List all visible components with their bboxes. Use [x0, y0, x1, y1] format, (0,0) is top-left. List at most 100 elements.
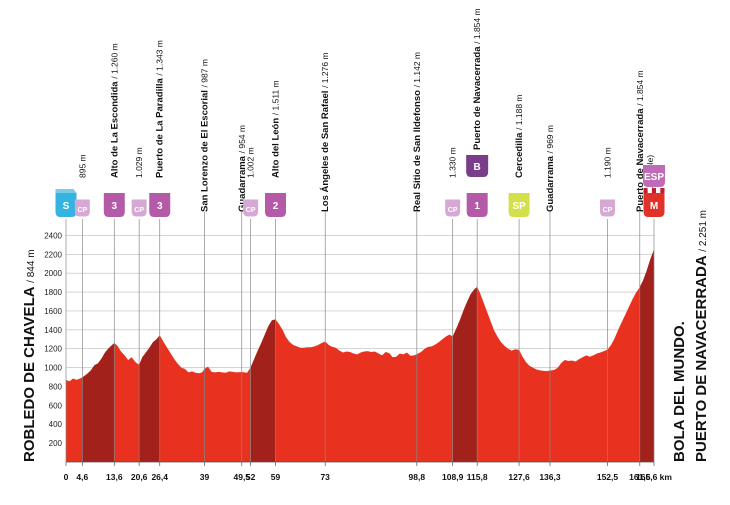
waypoint-altitude: / 1.188 m: [514, 95, 524, 130]
category-badge: [103, 193, 125, 217]
waypoint-altitude: / 1.276 m: [320, 52, 330, 87]
waypoint-label: Cercedilla / 1.188 m: [514, 95, 525, 179]
waypoint-label: Real Sitio de San Ildefonso / 1.142 m: [412, 52, 423, 212]
waypoint-name: Alto de La Escondida: [109, 79, 120, 178]
x-tick-label: 136,3: [539, 472, 561, 482]
x-tick-label: 20,6: [131, 472, 148, 482]
waypoint-altitude: / 1.260 m: [109, 43, 119, 78]
waypoint-badges: S CP 3 CP 3 CP 2 CP 1 B SP CP M ESP: [55, 155, 665, 217]
waypoint-label: 895 m: [77, 154, 87, 178]
climb-segment: [452, 286, 478, 462]
x-tick-label: 0: [64, 472, 69, 482]
category-badge: [599, 199, 615, 217]
finish-checker: [643, 188, 648, 193]
waypoint-label: 1.190 m: [602, 147, 612, 178]
waypoint-altitude: / 1.854 m: [635, 70, 645, 105]
x-tick-label: 98,8: [409, 472, 426, 482]
category-badge: [508, 193, 530, 217]
y-tick-label: 1200: [44, 345, 62, 354]
x-tick-label: 39: [200, 472, 210, 482]
badge-label: CP: [134, 207, 144, 214]
y-tick-label: 2400: [44, 231, 62, 240]
badge-label: CP: [603, 207, 613, 214]
extra-badge: [466, 155, 489, 177]
x-tick-label: 165,6 km: [636, 472, 672, 482]
waypoint-name: Puerto de La Paradilla: [155, 76, 166, 178]
axes: 0 4,6 13,6 20,6 26,4 39 49,552 59 73 98,8 108,9 115…: [64, 461, 672, 482]
waypoint-label: Los Ángeles de San Rafael / 1.276 m: [320, 52, 331, 212]
x-tick-label: 161,6: [629, 472, 651, 482]
waypoint-altitude: / 1.142 m: [412, 52, 422, 87]
category-badge: [74, 199, 90, 217]
finish-checker: [651, 188, 657, 193]
extra-badge-label: B: [474, 162, 481, 173]
start-name: ROBLEDO DE CHAVELA: [21, 283, 38, 462]
finish-checker: [656, 188, 661, 193]
finish-checker: [647, 188, 652, 193]
badge-label: 2: [273, 201, 279, 212]
waypoint-name: Cercedilla: [514, 130, 525, 178]
waypoint-label: Puerto de La Paradilla / 1.343 m: [155, 40, 166, 178]
x-tick-label: 52: [246, 472, 256, 482]
waypoint-label: Alto de La Escondida / 1.260 m: [109, 43, 120, 178]
y-tick-label: 800: [49, 382, 63, 391]
x-tick-label: 115,8: [467, 472, 488, 482]
start-altitude: / 844 m: [26, 249, 37, 282]
finish-altitude: / 2.251 m: [698, 210, 709, 252]
badge-label: CP: [448, 207, 458, 214]
elevation-area: [66, 249, 654, 462]
waypoint-name: Los Ángeles de San Rafael: [320, 88, 331, 212]
x-tick-label: 127,6: [508, 472, 530, 482]
y-tick-label: 1800: [44, 288, 62, 297]
waypoint-altitude: / 969 m: [545, 125, 555, 153]
waypoint-label: Guadarrama / 954 m: [237, 125, 248, 212]
waypoint-name: Guadarrama: [237, 153, 248, 212]
x-tick-label: 4,6: [76, 472, 88, 482]
extra-badge-label: ESP: [644, 172, 664, 183]
waypoint-label: Puerto de Navacerrada / 1.854 m: [472, 8, 483, 150]
waypoint-altitude: 1.330 m: [448, 147, 458, 178]
badge-label: SP: [512, 201, 526, 212]
badge-label: CP: [77, 207, 87, 214]
climb-segment: [639, 249, 654, 462]
waypoint-name: San Lorenzo de El Escorial: [199, 87, 210, 212]
extra-badge: [643, 165, 665, 187]
y-tick-label: 1600: [44, 307, 62, 316]
badge-label: CP: [246, 207, 256, 214]
category-badge: [243, 199, 259, 217]
side-labels: ROBLEDO DE CHAVELA / 844 m BOLA DEL MUNDO…: [21, 210, 710, 462]
finish-label-1: BOLA DEL MUNDO.: [671, 321, 688, 462]
waypoint-altitude: 1.029 m: [134, 147, 144, 178]
profile-area: [66, 249, 654, 462]
y-tick-label: 200: [49, 439, 63, 448]
badge-label: 3: [112, 201, 118, 212]
waypoint-name: Real Sitio de San Ildefonso: [412, 87, 423, 212]
waypoint-label: Guadarrama / 969 m: [545, 125, 556, 212]
waypoint-altitude: 1.002 m: [246, 147, 256, 178]
waypoint-altitude: / 954 m: [237, 125, 247, 153]
waypoint-name: Puerto de Navacerrada: [635, 106, 646, 212]
finish-checker: [660, 188, 665, 193]
category-badge: [149, 193, 171, 217]
waypoint-name: Guadarrama: [545, 153, 556, 212]
x-tick-label: 49,5: [233, 472, 250, 482]
badge-label: M: [650, 201, 658, 212]
waypoint-lines: [65, 212, 655, 462]
badge-label: S: [63, 201, 70, 212]
category-badge: [643, 193, 665, 217]
category-badge: [445, 199, 461, 217]
x-tick-label: 13,6: [106, 472, 123, 482]
category-badge: [131, 199, 147, 217]
start-label: ROBLEDO DE CHAVELA / 844 m: [21, 249, 38, 462]
waypoint-label: Puerto de Navacerrada / 1.854 m: [635, 70, 646, 212]
waypoint-altitude: / 987 m: [199, 59, 209, 87]
waypoint-label: 1.029 m: [134, 147, 144, 178]
waypoint-altitude: 1.190 m: [602, 147, 612, 178]
waypoint-altitude: 895 m: [77, 154, 87, 178]
y-tick-label: 600: [49, 401, 63, 410]
x-tick-label: 73: [320, 472, 330, 482]
y-tick-label: 400: [49, 420, 63, 429]
y-tick-label: 1000: [44, 364, 62, 373]
climb-segment: [82, 343, 115, 462]
